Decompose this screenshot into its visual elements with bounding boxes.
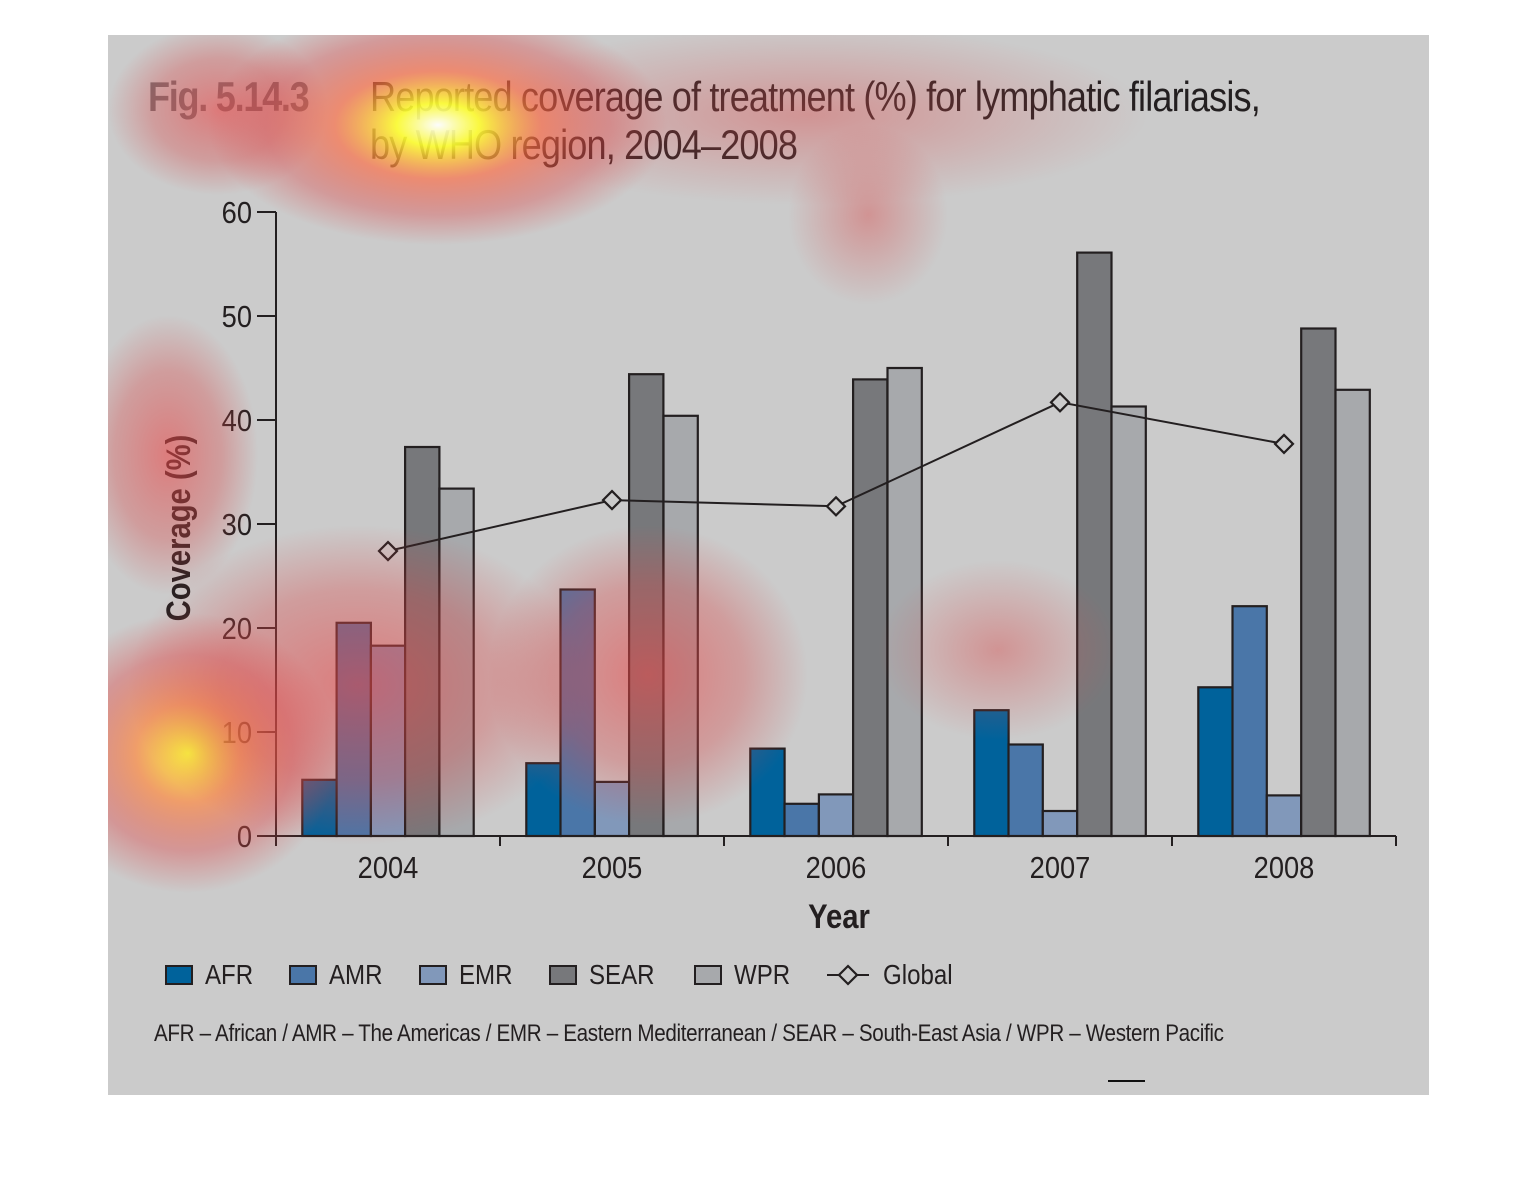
marker-global-2007: [1049, 391, 1071, 413]
legend-swatch-sear: [549, 965, 578, 985]
bar-sear-2006: [851, 378, 889, 838]
bar-amr-2005: [559, 588, 596, 838]
bars-layer: [301, 251, 1371, 838]
bar-wpr-2008: [1334, 388, 1371, 838]
bar-amr-2004: [335, 621, 373, 838]
line-global: [387, 401, 1285, 552]
marker-global-2005: [601, 489, 623, 511]
decorative-rule: [1108, 1080, 1145, 1082]
y-tick-label: 10: [222, 716, 252, 750]
bar-wpr-2006: [886, 366, 923, 838]
bar-sear-2007: [1076, 251, 1113, 838]
bar-sear-2005: [627, 373, 665, 838]
region-footnote: AFR – African / AMR – The Americas / EMR…: [154, 1020, 1224, 1047]
legend-swatch-emr: [419, 965, 448, 985]
x-tick-label: 2005: [582, 851, 643, 885]
bar-afr-2005: [525, 762, 562, 838]
y-tick-label: 60: [222, 196, 252, 230]
bar-afr-2008: [1197, 686, 1234, 838]
legend-swatch-afr: [165, 965, 193, 985]
legend-label-wpr: WPR: [733, 959, 790, 990]
bar-afr-2006: [749, 747, 786, 838]
bar-emr-2004: [369, 644, 407, 838]
marker-global-2004: [377, 540, 399, 562]
legend-item-global: Global: [827, 959, 964, 991]
bar-amr-2007: [1007, 743, 1044, 838]
legend-item-wpr: WPR: [693, 959, 799, 991]
legend-swatch-wpr: [693, 965, 722, 985]
bar-afr-2007: [973, 709, 1010, 838]
diamond-line-icon: [827, 964, 870, 986]
bar-wpr-2004: [438, 487, 475, 838]
y-tick-label: 0: [237, 820, 252, 854]
y-tick-label: 30: [222, 508, 252, 542]
bar-amr-2008: [1231, 605, 1268, 838]
legend-label-amr: AMR: [329, 959, 383, 990]
x-tick-label: 2006: [806, 851, 867, 885]
x-tick-label: 2004: [358, 851, 419, 885]
legend-item-emr: EMR: [419, 959, 521, 991]
legend-item-afr: AFR: [165, 959, 261, 991]
bar-emr-2006: [817, 793, 855, 838]
bar-emr-2005: [593, 780, 631, 838]
legend-item-sear: SEAR: [549, 959, 665, 991]
y-tick-label: 50: [222, 300, 252, 334]
legend-label-global: Global: [883, 959, 953, 990]
bar-sear-2004: [404, 445, 441, 838]
bar-amr-2006: [783, 802, 820, 838]
global-line-layer: [377, 391, 1295, 562]
legend-item-amr: AMR: [289, 959, 391, 991]
y-tick-label: 20: [222, 612, 252, 646]
bar-afr-2004: [301, 778, 338, 838]
x-axis-label: Year: [808, 897, 870, 936]
bar-wpr-2005: [662, 414, 699, 838]
x-tick-label: 2007: [1030, 851, 1091, 885]
legend-label-emr: EMR: [459, 959, 513, 990]
legend-swatch-amr: [289, 965, 317, 985]
marker-global-2006: [825, 495, 847, 517]
y-tick-label: 40: [222, 404, 252, 438]
marker-global-2008: [1273, 433, 1295, 455]
legend-label-afr: AFR: [205, 959, 254, 990]
bar-wpr-2007: [1110, 405, 1147, 838]
y-axis-label: Coverage (%): [159, 435, 198, 622]
legend: AFR AMR EMR SEAR WPR Global: [165, 957, 992, 993]
bar-sear-2008: [1300, 327, 1337, 838]
bar-emr-2007: [1041, 809, 1079, 838]
x-tick-label: 2008: [1254, 851, 1315, 885]
legend-label-sear: SEAR: [589, 959, 656, 990]
bar-emr-2008: [1265, 794, 1303, 838]
